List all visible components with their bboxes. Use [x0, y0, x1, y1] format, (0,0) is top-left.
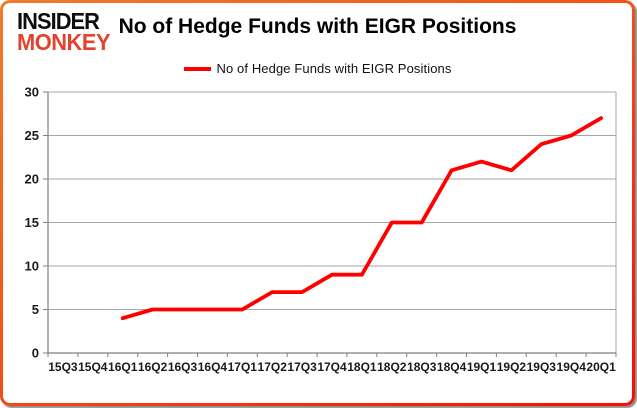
svg-text:16Q4: 16Q4: [198, 360, 228, 374]
svg-text:16Q1: 16Q1: [108, 360, 138, 374]
svg-text:18Q1: 18Q1: [347, 360, 377, 374]
page-title: No of Hedge Funds with EIGR Positions: [118, 15, 517, 38]
svg-text:18Q2: 18Q2: [377, 360, 407, 374]
svg-text:5: 5: [32, 302, 39, 317]
svg-text:17Q2: 17Q2: [258, 360, 288, 374]
logo-text-monkey: MONKEY: [17, 29, 111, 56]
logo-text-insider: INSIDER: [17, 8, 100, 34]
svg-text:19Q2: 19Q2: [497, 360, 527, 374]
svg-text:19Q3: 19Q3: [527, 360, 557, 374]
svg-text:15Q3: 15Q3: [48, 360, 78, 374]
chart-card: 0 5 10 15 20 25 30 15Q3 15Q4 16Q1 16Q2 16Q3 16Q4 17Q1…: [3, 3, 632, 403]
svg-text:17Q3: 17Q3: [287, 360, 317, 374]
svg-text:15: 15: [25, 215, 39, 230]
svg-text:19Q1: 19Q1: [467, 360, 497, 374]
svg-text:18Q4: 18Q4: [437, 360, 467, 374]
svg-text:16Q2: 16Q2: [138, 360, 168, 374]
legend: No of Hedge Funds with EIGR Positions: [3, 61, 632, 76]
line-chart: 0 5 10 15 20 25 30 15Q3 15Q4 16Q1 16Q2 16Q3 16Q4 17Q1…: [25, 85, 617, 374]
svg-text:30: 30: [25, 85, 39, 100]
legend-label: No of Hedge Funds with EIGR Positions: [216, 61, 452, 76]
svg-text:17Q4: 17Q4: [317, 360, 347, 374]
svg-text:25: 25: [25, 128, 39, 143]
svg-text:20: 20: [25, 172, 39, 187]
svg-text:17Q1: 17Q1: [228, 360, 258, 374]
legend-line-swatch: [183, 66, 211, 71]
svg-text:18Q3: 18Q3: [407, 360, 437, 374]
insider-monkey-logo: INSIDER MONKEY: [17, 8, 111, 56]
svg-text:16Q3: 16Q3: [168, 360, 198, 374]
svg-text:0: 0: [32, 346, 39, 361]
svg-text:20Q1: 20Q1: [586, 360, 616, 374]
svg-text:15Q4: 15Q4: [78, 360, 108, 374]
svg-text:10: 10: [25, 259, 39, 274]
svg-text:19Q4: 19Q4: [557, 360, 587, 374]
